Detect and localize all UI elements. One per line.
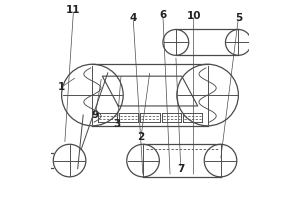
Text: 4: 4 [129, 13, 137, 23]
Text: 10: 10 [186, 11, 201, 21]
Text: 1: 1 [58, 82, 65, 92]
Text: 7: 7 [177, 164, 184, 174]
Text: 3: 3 [114, 119, 121, 129]
Text: 11: 11 [66, 5, 81, 15]
Text: 9: 9 [92, 110, 99, 120]
Text: 2: 2 [137, 132, 145, 142]
Text: 5: 5 [235, 13, 242, 23]
Text: 6: 6 [159, 10, 167, 20]
